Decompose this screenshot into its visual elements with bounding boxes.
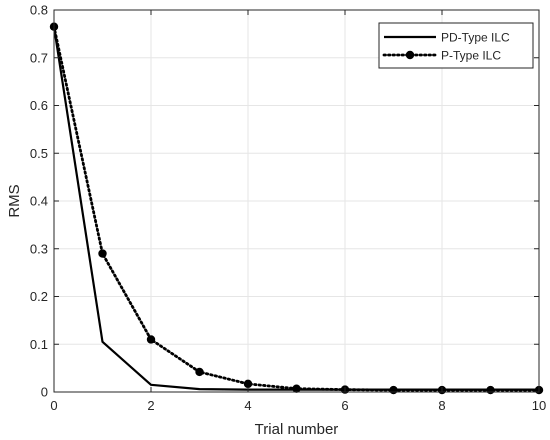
y-tick-label: 0.2 [30, 289, 48, 304]
y-tick-label: 0 [41, 385, 48, 400]
legend: PD-Type ILC P-Type ILC [378, 22, 534, 69]
y-axis-label: RMS [6, 184, 23, 217]
x-tick-label: 10 [532, 398, 546, 413]
legend-marker-p-type [405, 50, 415, 60]
data-point-p-type-ilc [195, 367, 204, 377]
data-point-p-type-ilc [389, 385, 398, 395]
x-axis-label: Trial number [255, 421, 339, 438]
y-tick-label: 0.1 [30, 337, 48, 352]
data-point-p-type-ilc [146, 335, 156, 344]
x-tick-label: 4 [244, 398, 251, 413]
x-tick-label: 8 [438, 398, 445, 413]
y-tick-label: 0.7 [30, 50, 48, 65]
x-tick-label: 0 [50, 398, 57, 413]
y-tick-label: 0.3 [30, 241, 48, 256]
data-point-p-type-ilc [292, 384, 301, 393]
axis-ticks: 0 2 4 6 8 10 0 0.1 0.2 0.3 0.4 0.5 0.6 0.7 0.8 [30, 3, 546, 414]
legend-label-pd-type: PD-Type ILC [441, 31, 510, 45]
x-tick-label: 2 [147, 398, 154, 413]
data-point-p-type-ilc [486, 385, 495, 395]
y-tick-label: 0.5 [30, 146, 48, 161]
x-tick-label: 6 [341, 398, 348, 413]
y-tick-label: 0.4 [30, 194, 48, 209]
data-point-p-type-ilc [98, 249, 107, 258]
y-tick-label: 0.8 [30, 3, 48, 18]
legend-box [378, 22, 534, 69]
legend-label-p-type: P-Type ILC [441, 49, 501, 63]
y-tick-label: 0.6 [30, 98, 48, 113]
data-point-p-type-ilc [243, 379, 253, 389]
